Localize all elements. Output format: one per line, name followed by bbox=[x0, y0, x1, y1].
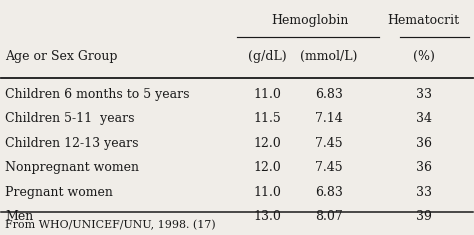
Text: Children 12-13 years: Children 12-13 years bbox=[5, 137, 139, 150]
Text: Nonpregnant women: Nonpregnant women bbox=[5, 161, 139, 174]
Text: From WHO/UNICEF/UNU, 1998. (17): From WHO/UNICEF/UNU, 1998. (17) bbox=[5, 220, 216, 230]
Text: 33: 33 bbox=[416, 88, 432, 101]
Text: 36: 36 bbox=[416, 137, 432, 150]
Text: 11.0: 11.0 bbox=[254, 88, 282, 101]
Text: 12.0: 12.0 bbox=[254, 161, 282, 174]
Text: Hemoglobin: Hemoglobin bbox=[272, 14, 349, 27]
Text: 6.83: 6.83 bbox=[315, 186, 343, 199]
Text: 6.83: 6.83 bbox=[315, 88, 343, 101]
Text: 7.45: 7.45 bbox=[315, 137, 343, 150]
Text: (g/dL): (g/dL) bbox=[248, 50, 287, 63]
Text: 8.07: 8.07 bbox=[315, 210, 343, 223]
Text: 39: 39 bbox=[416, 210, 432, 223]
Text: 7.45: 7.45 bbox=[315, 161, 343, 174]
Text: Hematocrit: Hematocrit bbox=[388, 14, 460, 27]
Text: 34: 34 bbox=[416, 112, 432, 125]
Text: Age or Sex Group: Age or Sex Group bbox=[5, 50, 118, 63]
Text: (%): (%) bbox=[413, 50, 435, 63]
Text: 7.14: 7.14 bbox=[315, 112, 343, 125]
Text: 11.0: 11.0 bbox=[254, 186, 282, 199]
Text: (mmol/L): (mmol/L) bbox=[301, 50, 358, 63]
Text: 33: 33 bbox=[416, 186, 432, 199]
Text: Pregnant women: Pregnant women bbox=[5, 186, 113, 199]
Text: 11.5: 11.5 bbox=[254, 112, 282, 125]
Text: 36: 36 bbox=[416, 161, 432, 174]
Text: Children 6 months to 5 years: Children 6 months to 5 years bbox=[5, 88, 190, 101]
Text: Men: Men bbox=[5, 210, 34, 223]
Text: 12.0: 12.0 bbox=[254, 137, 282, 150]
Text: 13.0: 13.0 bbox=[254, 210, 282, 223]
Text: Children 5-11  years: Children 5-11 years bbox=[5, 112, 135, 125]
